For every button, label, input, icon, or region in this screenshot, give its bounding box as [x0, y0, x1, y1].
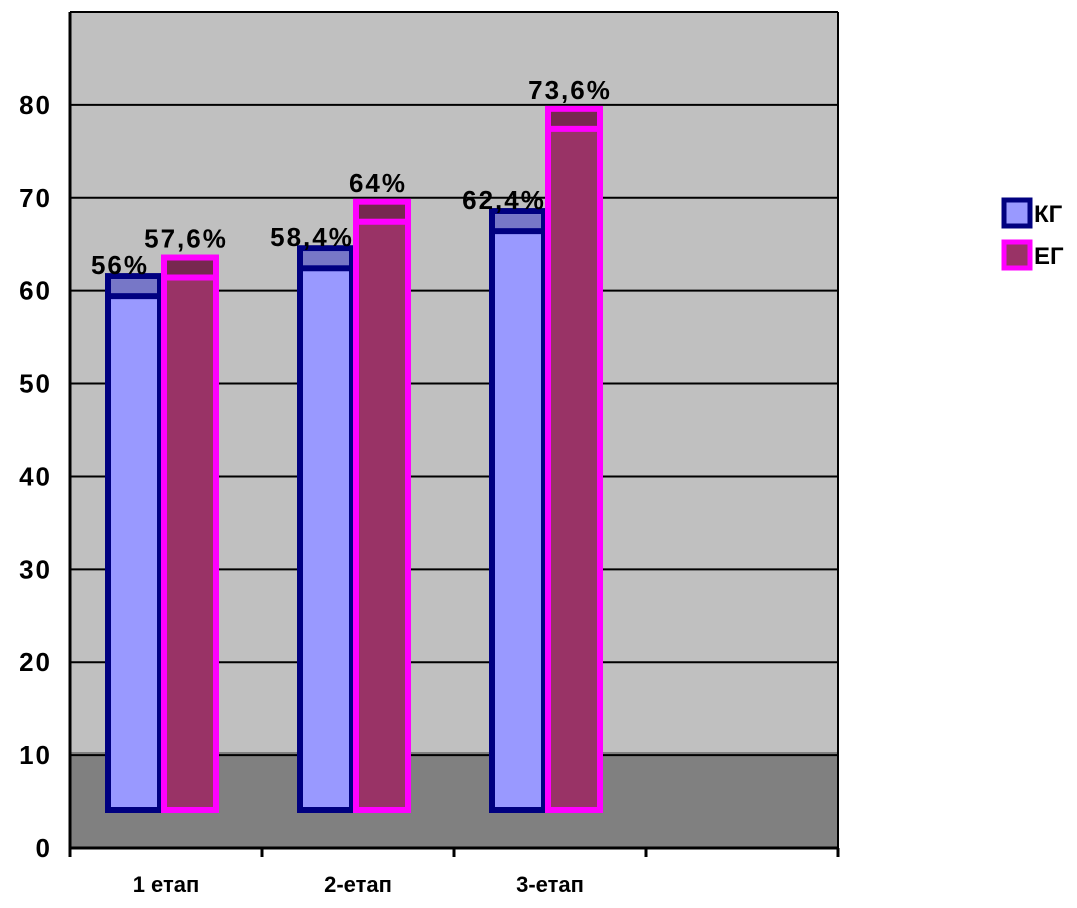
bar-eg-2 — [353, 198, 411, 813]
y-tick-label-30: 30 — [19, 554, 52, 584]
bar-kg-1 — [105, 273, 163, 814]
bar-top-kg-2 — [303, 251, 349, 266]
y-tick-label-10: 10 — [19, 740, 52, 770]
bar-top-kg-1 — [111, 279, 157, 294]
bar-kg-2 — [297, 245, 355, 813]
bars — [105, 105, 603, 814]
bar-top-eg-1 — [167, 260, 213, 275]
y-tick-label-0: 0 — [36, 833, 52, 863]
axes — [68, 11, 840, 857]
bar-top-eg-2 — [359, 204, 405, 219]
y-tick-label-60: 60 — [19, 276, 52, 306]
x-category-label-2: 2-етап — [324, 872, 392, 897]
x-category-labels: 1 етап 2-етап 3-етап — [133, 872, 584, 897]
data-labels: 56%57,6% 58,4% 64% 62,4% 73,6% — [91, 75, 612, 280]
legend-swatch-eg — [1001, 239, 1033, 271]
bar-eg-1 — [161, 254, 219, 813]
bar-kg-3 — [489, 208, 547, 814]
x-category-label-3: 3-етап — [516, 872, 584, 897]
bar-top-eg-3 — [551, 111, 597, 126]
legend: КГ ЕГ — [1001, 197, 1064, 271]
data-label-kg-3: 62,4% — [462, 185, 546, 215]
legend-label-eg: ЕГ — [1034, 243, 1064, 270]
bar-eg-3 — [545, 105, 603, 813]
y-tick-labels: 0 10 20 30 40 50 60 70 80 — [19, 90, 52, 863]
y-tick-label-20: 20 — [19, 647, 52, 677]
data-label-eg-2: 64% — [349, 168, 407, 198]
data-label-kg-1: 56% — [91, 250, 149, 280]
data-label-eg-3: 73,6% — [528, 75, 612, 105]
bar-top-kg-3 — [495, 214, 541, 229]
data-label-kg-2: 58,4% — [270, 222, 354, 252]
y-tick-label-70: 70 — [19, 183, 52, 213]
y-tick-label-80: 80 — [19, 90, 52, 120]
y-tick-label-50: 50 — [19, 369, 52, 399]
legend-label-kg: КГ — [1034, 201, 1063, 228]
y-tick-label-40: 40 — [19, 461, 52, 491]
legend-swatch-kg — [1001, 197, 1033, 229]
data-label-eg-1: 57,6% — [144, 224, 228, 254]
x-category-label-1: 1 етап — [133, 872, 200, 897]
